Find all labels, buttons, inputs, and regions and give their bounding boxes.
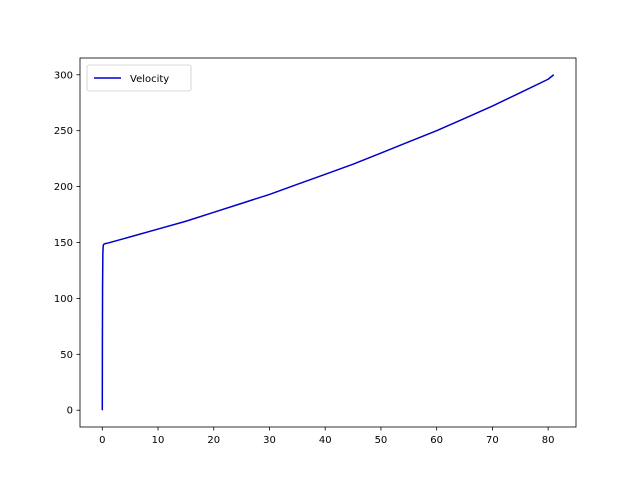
y-tick-label: 300 xyxy=(54,70,73,81)
plot-frame xyxy=(79,57,577,428)
legend: Velocity xyxy=(86,64,192,92)
x-tick-label: 30 xyxy=(263,435,276,446)
legend-label: Velocity xyxy=(130,74,169,85)
x-tick-label: 20 xyxy=(207,435,220,446)
x-tick-label: 0 xyxy=(99,435,105,446)
axes: 0 10 20 30 40 50 60 70 80 0 50 100 150 200 250 300 xyxy=(54,57,577,446)
series-line-0 xyxy=(101,74,555,411)
x-tick-label: 40 xyxy=(319,435,332,446)
y-tick-label: 250 xyxy=(54,126,73,137)
y-tick-label: 150 xyxy=(54,238,73,249)
x-tick-label: 50 xyxy=(375,435,388,446)
plot-area xyxy=(101,74,555,411)
x-tick-label: 80 xyxy=(542,435,555,446)
y-tick-label: 100 xyxy=(54,294,73,305)
y-tick-label: 0 xyxy=(67,406,73,417)
x-tick-label: 60 xyxy=(430,435,443,446)
y-tick-label: 200 xyxy=(54,182,73,193)
y-tick-label: 50 xyxy=(60,350,73,361)
x-tick-label: 70 xyxy=(486,435,499,446)
x-tick-label: 10 xyxy=(152,435,165,446)
legend-box xyxy=(86,64,192,92)
